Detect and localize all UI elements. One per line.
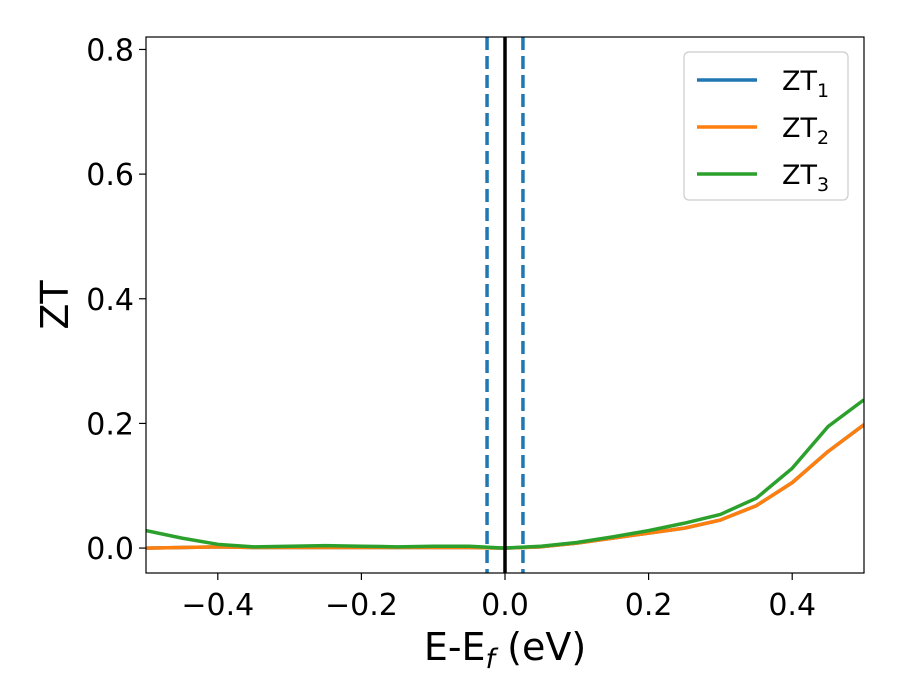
x-tick-label: −0.4 bbox=[181, 588, 254, 623]
axes: −0.4 −0.2 0.0 0.2 0.4 0.0 0.2 0.4 0.6 0.8 E-Ef (eV… bbox=[33, 33, 865, 675]
legend-label-1: ZT1 bbox=[782, 66, 829, 102]
x-axis-label: E-Ef (eV) bbox=[424, 625, 586, 675]
x-tick-label: 0.2 bbox=[625, 588, 673, 623]
legend-label-sub: 2 bbox=[817, 127, 829, 149]
legend-box bbox=[683, 51, 849, 201]
y-tick-label: 0.4 bbox=[86, 283, 134, 318]
legend-label-2: ZT2 bbox=[782, 113, 829, 149]
legend-label-sub: 3 bbox=[817, 174, 829, 196]
y-tick-label: 0.6 bbox=[86, 158, 134, 193]
legend-label-main: ZT bbox=[782, 66, 817, 97]
legend-label-sub: 1 bbox=[817, 80, 829, 102]
legend-label-3: ZT3 bbox=[782, 160, 829, 196]
x-tick-label: −0.2 bbox=[325, 588, 398, 623]
legend-label-main: ZT bbox=[782, 113, 817, 144]
y-axis-label: ZT bbox=[33, 280, 77, 330]
x-tick-label: 0.0 bbox=[481, 588, 529, 623]
x-tick-label: 0.4 bbox=[768, 588, 816, 623]
legend-label-main: ZT bbox=[782, 160, 817, 191]
x-axis-label-main: E-E bbox=[424, 625, 486, 669]
y-tick-label: 0.0 bbox=[86, 532, 134, 567]
x-axis-label-unit: (eV) bbox=[495, 625, 586, 669]
y-tick-label: 0.2 bbox=[86, 407, 134, 442]
plot-area bbox=[146, 37, 864, 573]
y-tick-label: 0.8 bbox=[86, 33, 134, 68]
